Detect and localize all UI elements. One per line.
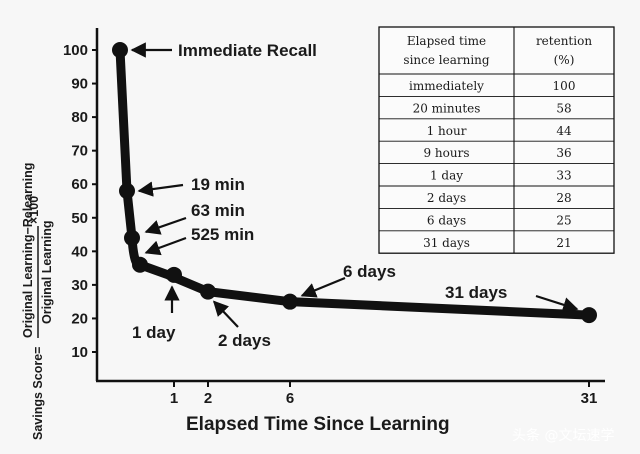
x-tick-label: 6 (286, 390, 294, 407)
table-cell-retention: 58 (556, 101, 571, 115)
data-point-1-hour (124, 229, 140, 246)
annotation-label: 19 min (191, 175, 245, 194)
table-cell-time: 20 minutes (413, 101, 481, 115)
table-cell-time: 6 days (427, 213, 466, 227)
annotation-label: 525 min (191, 225, 254, 244)
data-point-20-minutes (119, 182, 135, 199)
annotation-arrow (144, 216, 187, 235)
table-cell-retention: 25 (556, 213, 571, 227)
ylabel-prefix: Savings Score= (31, 347, 45, 440)
table-cell-retention: 100 (553, 79, 576, 93)
table-cell-time: immediately (409, 79, 484, 93)
table-cell-retention: 44 (556, 124, 572, 138)
x-ticks: 1 2 6 31 (170, 381, 598, 407)
data-points (112, 42, 597, 324)
y-tick-label: 20 (71, 310, 88, 327)
table-cell-retention: 36 (556, 146, 571, 160)
table-cell-time: 31 days (423, 236, 470, 250)
table-header-cell: retention (536, 34, 592, 48)
x-axis-label: Elapsed Time Since Learning (186, 414, 450, 435)
annotations: Immediate Recall 19 min 63 min 525 min 1 day… (130, 41, 579, 350)
data-point-31-days (581, 307, 597, 324)
y-tick-label: 40 (71, 243, 88, 260)
annotation-arrow (137, 181, 184, 197)
annotation-label: 1 day (132, 323, 176, 342)
y-ticks: 10 20 30 40 50 60 70 80 90 100 (63, 42, 97, 361)
x-tick-label: 2 (204, 390, 212, 407)
retention-table: Elapsed time since learning retention (%) im… (378, 26, 615, 254)
table-header-cell: (%) (554, 53, 575, 67)
x-tick-label: 1 (170, 390, 178, 407)
table-cell-time: 1 hour (427, 124, 467, 138)
y-tick-label: 90 (71, 76, 88, 93)
table-cell-retention: 28 (556, 191, 571, 205)
y-tick-label: 60 (71, 176, 88, 193)
y-axis-label: Savings Score= Original Learning−Relearn… (21, 163, 54, 440)
annotation-label: Immediate Recall (178, 41, 317, 60)
y-tick-label: 50 (71, 210, 88, 227)
y-tick-label: 100 (63, 42, 88, 59)
annotation-label: 31 days (445, 283, 507, 302)
annotation-label: 2 days (218, 331, 271, 350)
table-cell-retention: 33 (556, 169, 571, 183)
data-point-9-hours (132, 256, 148, 273)
data-point-1-day (166, 266, 182, 283)
data-point-6-days (282, 293, 298, 310)
ylabel-suffix: ×100 (27, 196, 41, 224)
table-cell-time: 2 days (427, 191, 466, 205)
table-header-cell: Elapsed time (407, 34, 486, 48)
x-tick-label: 31 (581, 390, 598, 407)
y-tick-label: 70 (71, 143, 88, 160)
annotation-label: 63 min (191, 201, 245, 220)
watermark-text: 头条 @文坛速学 (512, 427, 614, 444)
annotation-arrow (212, 300, 239, 328)
table-frame (378, 26, 615, 254)
y-tick-label: 80 (71, 109, 88, 126)
table-cell-retention: 21 (556, 236, 571, 250)
ylabel-denominator: Original Learning (40, 221, 54, 325)
ylabel-numerator: Original Learning−Relearning (21, 163, 35, 338)
data-point-immediately (112, 42, 128, 58)
table-cell-time: 9 hours (423, 146, 469, 160)
annotation-label: 6 days (343, 262, 396, 281)
data-point-2-days (200, 283, 216, 300)
table-header-cell: since learning (403, 53, 489, 67)
annotation-arrow (535, 294, 579, 313)
annotation-arrow (300, 276, 346, 298)
table-cell-time: 1 day (430, 169, 463, 183)
y-tick-label: 30 (71, 277, 88, 294)
y-tick-label: 10 (71, 344, 88, 361)
annotation-arrow (144, 236, 187, 256)
